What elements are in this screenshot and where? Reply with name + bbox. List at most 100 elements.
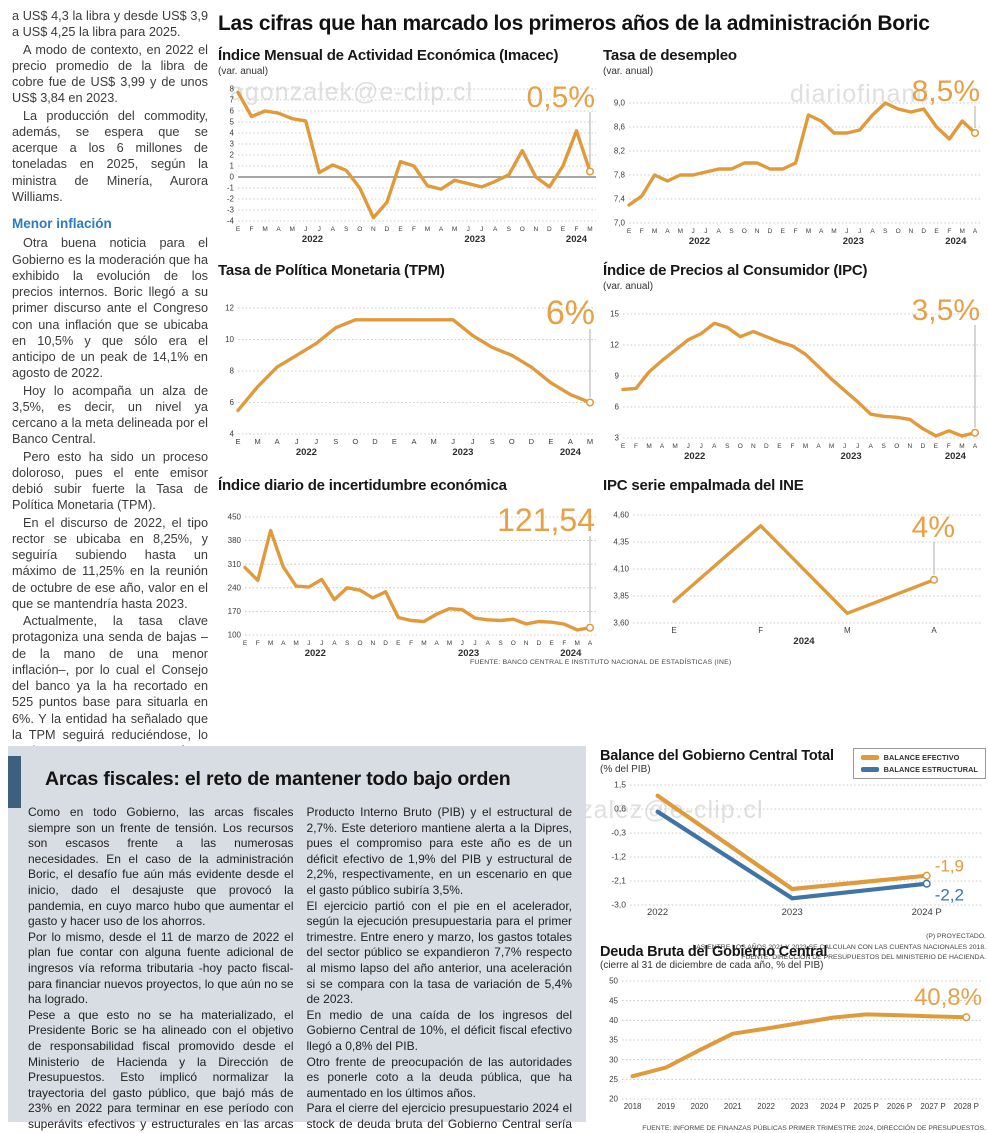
svg-text:2022: 2022	[296, 447, 317, 458]
paragraph: Pese a que esto no se ha materializado, …	[28, 1007, 294, 1133]
svg-text:A: A	[486, 640, 491, 647]
paragraph: Hoy lo acompaña un alza de 3,5%, es deci…	[12, 383, 208, 447]
svg-text:2024: 2024	[560, 447, 582, 458]
svg-text:F: F	[947, 228, 951, 235]
svg-text:2024: 2024	[945, 451, 967, 462]
svg-text:2022: 2022	[305, 648, 326, 659]
svg-text:E: E	[396, 640, 401, 647]
svg-text:2019: 2019	[657, 1102, 675, 1111]
svg-text:M: M	[829, 443, 834, 450]
chart-tpm: Tasa de Política Monetaria (TPM) 12 10 8 6 4…	[218, 262, 603, 478]
paragraph: Pero esto ha sido un proceso doloroso, p…	[12, 449, 208, 513]
svg-text:40,8%: 40,8%	[914, 984, 982, 1011]
svg-text:A: A	[435, 640, 440, 647]
svg-text:-0,3: -0,3	[611, 828, 626, 838]
deuda-source: FUENTE: INFORME DE FINANZAS PÚBLICAS PRI…	[642, 1125, 986, 1132]
svg-text:M: M	[646, 443, 651, 450]
svg-text:3: 3	[230, 139, 235, 148]
svg-text:45: 45	[609, 996, 618, 1005]
svg-text:J: J	[704, 228, 707, 235]
svg-text:D: D	[385, 226, 390, 233]
svg-text:O: O	[896, 228, 901, 235]
chart-subtitle: (cierre al 31 de diciembre de cada año, …	[600, 960, 824, 971]
svg-text:F: F	[409, 640, 413, 647]
incertidumbre-plot: 450 380 310 240 170 100 E F M A M J J A S O N D E F M A M J J A S O…	[218, 497, 603, 668]
svg-text:M: M	[831, 228, 836, 235]
svg-text:M: M	[254, 437, 260, 446]
svg-text:E: E	[934, 443, 939, 450]
svg-text:A: A	[869, 443, 874, 450]
svg-text:2024: 2024	[945, 236, 967, 247]
svg-text:O: O	[520, 226, 525, 233]
svg-text:2022: 2022	[302, 234, 323, 245]
svg-text:5: 5	[230, 117, 235, 126]
svg-text:2022: 2022	[647, 907, 668, 918]
svg-text:0: 0	[230, 172, 235, 181]
svg-text:M: M	[587, 437, 593, 446]
svg-text:2: 2	[230, 150, 235, 159]
svg-text:M: M	[574, 640, 579, 647]
svg-text:N: N	[371, 226, 376, 233]
svg-text:D: D	[768, 228, 773, 235]
legend-item-estructural: BALANCE ESTRUCTURAL	[860, 765, 978, 774]
desempleo-plot: 9,0 8,6 8,2 7,8 7,4 7,0 E F M A M J J A S O N D E F M A M J J A S O…	[603, 75, 988, 256]
svg-text:6: 6	[230, 106, 235, 115]
chart-imacec: Índice Mensual de Actividad Económica (I…	[218, 47, 603, 263]
svg-text:D: D	[764, 443, 769, 450]
svg-text:M: M	[447, 640, 452, 647]
svg-text:8: 8	[230, 366, 235, 375]
svg-text:-2,1: -2,1	[611, 876, 626, 886]
svg-text:2022: 2022	[684, 451, 705, 462]
svg-text:F: F	[640, 228, 644, 235]
paragraph: Por lo mismo, desde el 11 de marzo de 20…	[28, 929, 294, 1007]
svg-text:8,2: 8,2	[614, 146, 626, 155]
svg-text:N: N	[524, 640, 529, 647]
paragraph: Otra buena noticia para el Gobierno es l…	[12, 236, 208, 381]
svg-text:3,60: 3,60	[613, 618, 629, 627]
svg-text:D: D	[383, 640, 388, 647]
svg-text:2026 P: 2026 P	[887, 1102, 912, 1111]
svg-text:O: O	[357, 640, 362, 647]
legend-swatch-blue	[860, 767, 879, 772]
svg-text:M: M	[652, 228, 657, 235]
svg-text:2023: 2023	[452, 447, 473, 458]
svg-text:4: 4	[230, 128, 235, 137]
svg-text:2024: 2024	[793, 636, 815, 647]
svg-text:J: J	[320, 640, 323, 647]
svg-text:2024: 2024	[566, 234, 588, 245]
svg-text:12: 12	[610, 340, 619, 349]
charts-grid: Índice Mensual de Actividad Económica (I…	[218, 47, 988, 693]
svg-text:F: F	[794, 228, 798, 235]
svg-text:A: A	[816, 443, 821, 450]
svg-text:M: M	[425, 226, 430, 233]
svg-text:J: J	[473, 640, 476, 647]
svg-text:E: E	[781, 228, 786, 235]
chart-subtitle: (var. anual)	[218, 65, 269, 77]
balance-plot: 1,5 0,6 -0,3 -1,2 -2,1 -3,0 2022 2023 2024 P -1,9…	[600, 777, 986, 930]
svg-text:M: M	[678, 228, 683, 235]
paragraph: Para el cierre del ejercicio presupuesta…	[306, 1101, 573, 1133]
svg-text:2023: 2023	[843, 236, 864, 247]
page-title: Las cifras que han marcado los primeros …	[218, 12, 930, 35]
svg-text:A: A	[819, 228, 824, 235]
legend-item-efectivo: BALANCE EFECTIVO	[860, 753, 978, 762]
svg-text:2024: 2024	[560, 648, 582, 659]
svg-text:A: A	[331, 226, 336, 233]
svg-text:E: E	[243, 640, 248, 647]
svg-text:F: F	[634, 443, 638, 450]
ipc-plot: 15 12 9 6 3 E F M A M J J A S O N D E F M A M J J A S O N D E F M A 2022 2…	[603, 294, 988, 471]
svg-text:2024 P: 2024 P	[912, 907, 942, 918]
paragraph: A modo de contexto, en 2022 el precio pr…	[12, 42, 208, 106]
svg-text:9: 9	[615, 371, 620, 380]
svg-text:4,35: 4,35	[613, 537, 629, 546]
svg-text:S: S	[490, 437, 495, 446]
svg-text:S: S	[882, 443, 887, 450]
svg-text:N: N	[755, 228, 760, 235]
svg-text:12: 12	[225, 303, 234, 312]
fiscal-col-1: Como en todo Gobierno, las arcas fiscale…	[28, 805, 294, 1133]
svg-text:-1,2: -1,2	[611, 852, 626, 862]
legend-label: BALANCE EFECTIVO	[883, 753, 960, 762]
svg-text:M: M	[262, 226, 267, 233]
svg-text:J: J	[451, 437, 455, 446]
svg-text:A: A	[332, 640, 337, 647]
